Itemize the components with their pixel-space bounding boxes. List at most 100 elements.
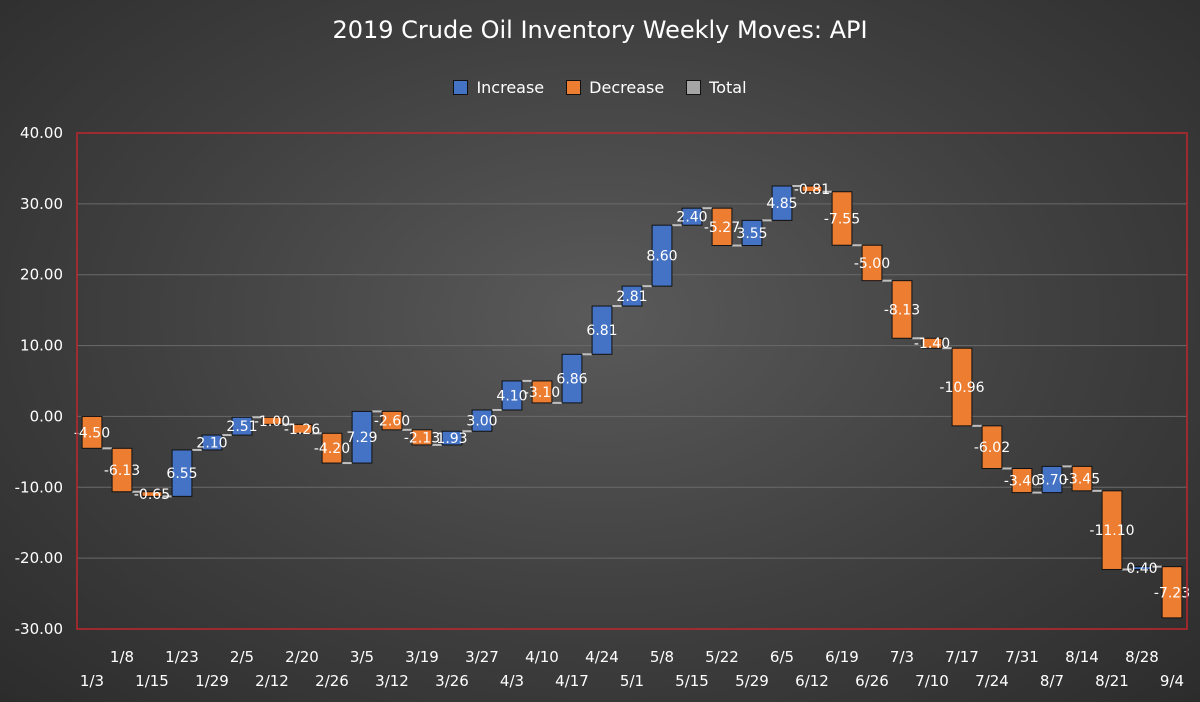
bars — [81, 185, 1183, 619]
x-tick-label: 7/3 — [890, 648, 914, 666]
bar-5/29 — [741, 219, 763, 247]
x-tick-label: 6/5 — [770, 648, 794, 666]
data-label: -3.40 — [1004, 474, 1040, 490]
data-label: 3.00 — [466, 414, 497, 430]
y-tick-label: 30.00 — [20, 195, 63, 213]
legend-swatch-total — [686, 80, 702, 95]
y-tick-label: -20.00 — [15, 549, 63, 567]
y-tick-label: 0.00 — [30, 407, 63, 425]
gridlines — [77, 132, 1187, 630]
data-label: -5.00 — [854, 256, 890, 272]
x-tick-label: 6/26 — [855, 672, 889, 690]
bar-7/10 — [921, 337, 943, 349]
x-tick-label: 5/29 — [735, 672, 769, 690]
bar-8/28 — [1131, 566, 1153, 570]
legend-item-increase[interactable]: Increase — [453, 78, 544, 97]
x-tick-label: 7/17 — [945, 648, 979, 666]
legend-swatch-increase — [453, 80, 469, 95]
data-label: -7.23 — [1154, 585, 1190, 601]
x-tick-label: 1/29 — [195, 672, 229, 690]
bar-7/31 — [1011, 468, 1033, 494]
x-tick-label: 8/14 — [1065, 648, 1099, 666]
x-tick-label: 2/20 — [285, 648, 319, 666]
legend-swatch-decrease — [566, 80, 582, 95]
data-label: 2.81 — [616, 289, 647, 305]
x-tick-label: 3/5 — [350, 648, 374, 666]
bar-8/7 — [1041, 465, 1063, 494]
x-tick-label: 8/28 — [1125, 648, 1159, 666]
bar-6/12 — [801, 185, 823, 193]
y-tick-label: -10.00 — [15, 478, 63, 496]
bar-6/19 — [831, 191, 853, 246]
x-tick-label: 5/1 — [620, 672, 644, 690]
bar-1/15 — [141, 491, 163, 497]
bar-7/24 — [981, 425, 1003, 470]
data-label: -6.02 — [974, 440, 1010, 456]
legend-item-total[interactable]: Total — [686, 78, 747, 97]
x-tick-label: 8/21 — [1095, 672, 1129, 690]
data-label: -3.10 — [524, 385, 560, 401]
x-tick-label: 7/31 — [1005, 648, 1039, 666]
x-tick-label: 3/12 — [375, 672, 409, 690]
bar-8/21 — [1101, 490, 1123, 570]
y-axis: 40.00 30.00 20.00 10.00 0.00 -10.00 -20.00 -30.… — [15, 124, 63, 638]
x-tick-label: 3/19 — [405, 648, 439, 666]
bar-1/29 — [201, 434, 223, 451]
bar-5/1 — [621, 285, 643, 307]
x-tick-label: 2/26 — [315, 672, 349, 690]
data-label: -0.65 — [134, 487, 170, 503]
x-tick-label: 1/23 — [165, 648, 199, 666]
data-label: 6.86 — [556, 372, 587, 388]
data-label: 2.10 — [196, 436, 227, 452]
x-tick-label: 5/22 — [705, 648, 739, 666]
data-label: 4.85 — [766, 196, 797, 212]
bar-1/8 — [111, 447, 133, 493]
x-tick-label: 6/12 — [795, 672, 829, 690]
data-label: 3.70 — [1036, 472, 1067, 488]
bar-4/3 — [501, 380, 523, 411]
y-tick-label: -30.00 — [15, 620, 63, 638]
bar-1/23 — [171, 449, 193, 497]
data-label: 7.29 — [346, 430, 377, 446]
data-label: 2.51 — [226, 419, 257, 435]
bar-7/3 — [891, 280, 913, 339]
x-tick-label: 4/10 — [525, 648, 559, 666]
data-label: 2.40 — [676, 210, 707, 226]
bar-6/5 — [771, 185, 793, 221]
x-axis: 1/3 1/81/15 1/23 1/292/52/12 2/20 2/263/53/12… — [80, 648, 1184, 690]
y-tick-label: 20.00 — [20, 266, 63, 284]
data-label: -1.40 — [914, 336, 950, 352]
data-label: -1.26 — [284, 422, 320, 438]
bar-5/22 — [711, 207, 733, 247]
x-tick-label: 1/15 — [135, 672, 169, 690]
data-label: -10.96 — [939, 380, 984, 396]
x-tick-label: 9/4 — [1160, 672, 1184, 690]
connectors — [101, 185, 1163, 571]
bar-5/8 — [651, 224, 673, 287]
x-tick-label: 5/15 — [675, 672, 709, 690]
bar-4/10 — [531, 380, 553, 404]
x-tick-label: 5/8 — [650, 648, 674, 666]
data-label: 0.40 — [1126, 561, 1157, 577]
data-label: -2.13 — [404, 430, 440, 446]
data-label: -11.10 — [1089, 523, 1134, 539]
data-label: 3.55 — [736, 226, 767, 242]
y-tick-label: 40.00 — [20, 124, 63, 142]
x-tick-label: 4/17 — [555, 672, 589, 690]
x-tick-label: 3/27 — [465, 648, 499, 666]
bar-2/12 — [261, 416, 283, 425]
data-label: -6.13 — [104, 463, 140, 479]
legend-item-decrease[interactable]: Decrease — [566, 78, 664, 97]
bar-2/5 — [231, 416, 253, 436]
x-tick-label: 3/26 — [435, 672, 469, 690]
plot-area-border — [76, 132, 1188, 630]
data-label: -4.50 — [74, 425, 110, 441]
data-labels: -4.50 -6.13 -0.65 6.55 2.102.51-1.00-1.26 -4.… — [74, 182, 1190, 601]
bar-3/19 — [411, 429, 433, 446]
data-label: -1.00 — [254, 414, 290, 430]
x-tick-label: 2/12 — [255, 672, 289, 690]
x-tick-label: 4/24 — [585, 648, 619, 666]
legend-label-increase: Increase — [476, 78, 545, 97]
data-label: -2.60 — [374, 414, 410, 430]
